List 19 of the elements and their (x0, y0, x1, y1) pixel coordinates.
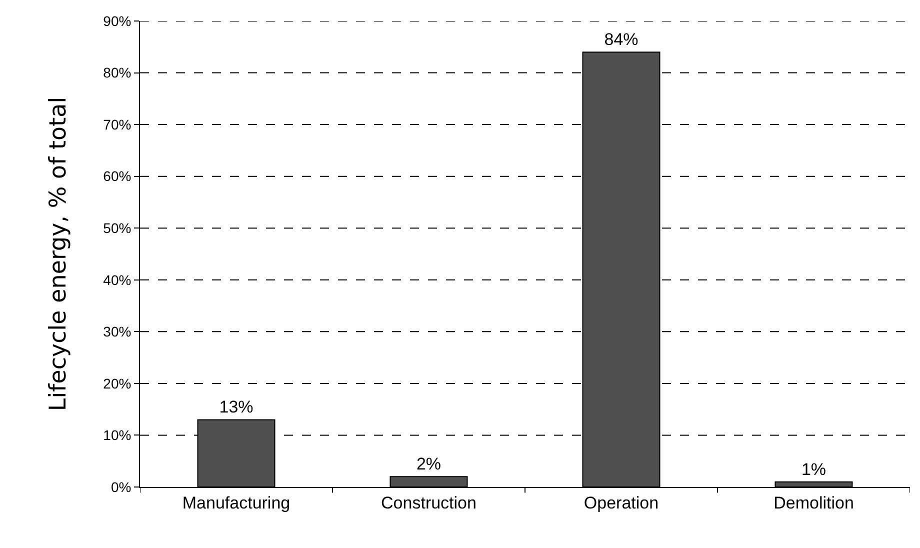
y-tick-label: 60% (103, 168, 132, 184)
y-tick-label: 20% (103, 375, 132, 392)
y-tick-label: 90% (103, 12, 132, 29)
data-label: 1% (801, 460, 826, 479)
x-tick-label: Demolition (774, 493, 854, 512)
y-tick-label: 10% (103, 427, 132, 444)
x-tick-label: Construction (381, 493, 476, 512)
y-tick-label: 80% (103, 64, 132, 81)
x-tick-label: Operation (584, 493, 659, 512)
y-tick-label: 70% (103, 116, 132, 132)
data-label: 13% (219, 398, 254, 417)
x-tick-label: Manufacturing (182, 493, 290, 512)
y-tick-label: 40% (103, 272, 132, 288)
y-tick-label: 30% (103, 324, 132, 340)
y-axis-title: Lifecycle energy, % of total (46, 96, 72, 412)
y-tick-label: 0% (110, 478, 132, 495)
y-tick-label: 50% (103, 220, 132, 236)
data-label: 84% (604, 30, 638, 50)
data-label: 2% (416, 454, 442, 474)
